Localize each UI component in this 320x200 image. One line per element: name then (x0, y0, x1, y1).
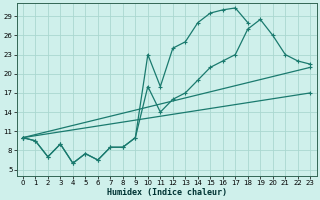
X-axis label: Humidex (Indice chaleur): Humidex (Indice chaleur) (107, 188, 227, 197)
